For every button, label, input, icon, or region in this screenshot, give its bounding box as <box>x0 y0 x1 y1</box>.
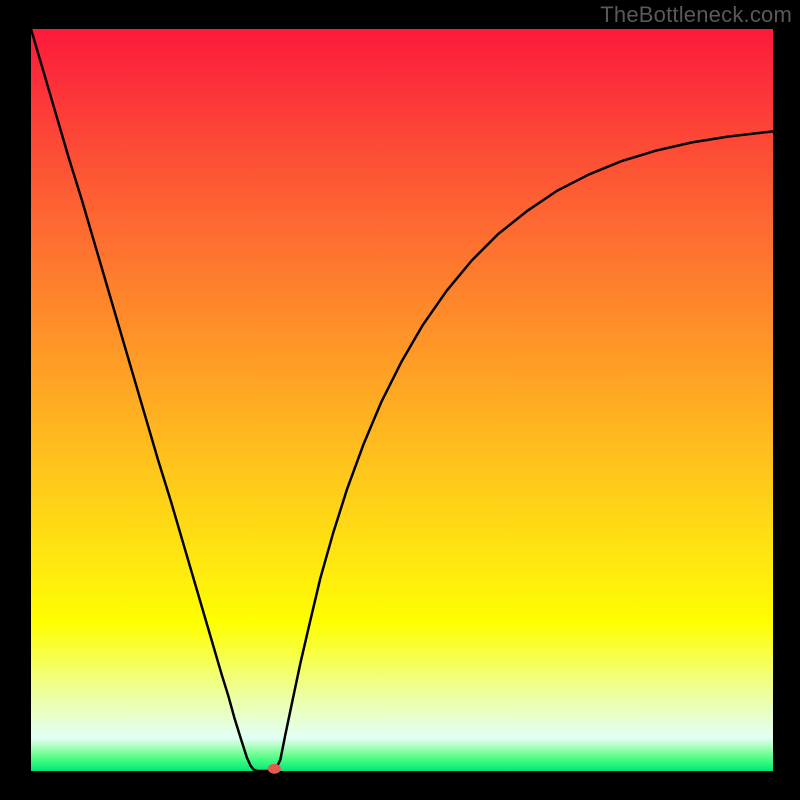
chart-plot-bg <box>31 29 773 771</box>
chart-marker <box>268 764 281 774</box>
watermark-text: TheBottleneck.com <box>600 2 792 28</box>
chart-container: { "watermark": "TheBottleneck.com", "cha… <box>0 0 800 800</box>
bottleneck-chart <box>0 0 800 800</box>
